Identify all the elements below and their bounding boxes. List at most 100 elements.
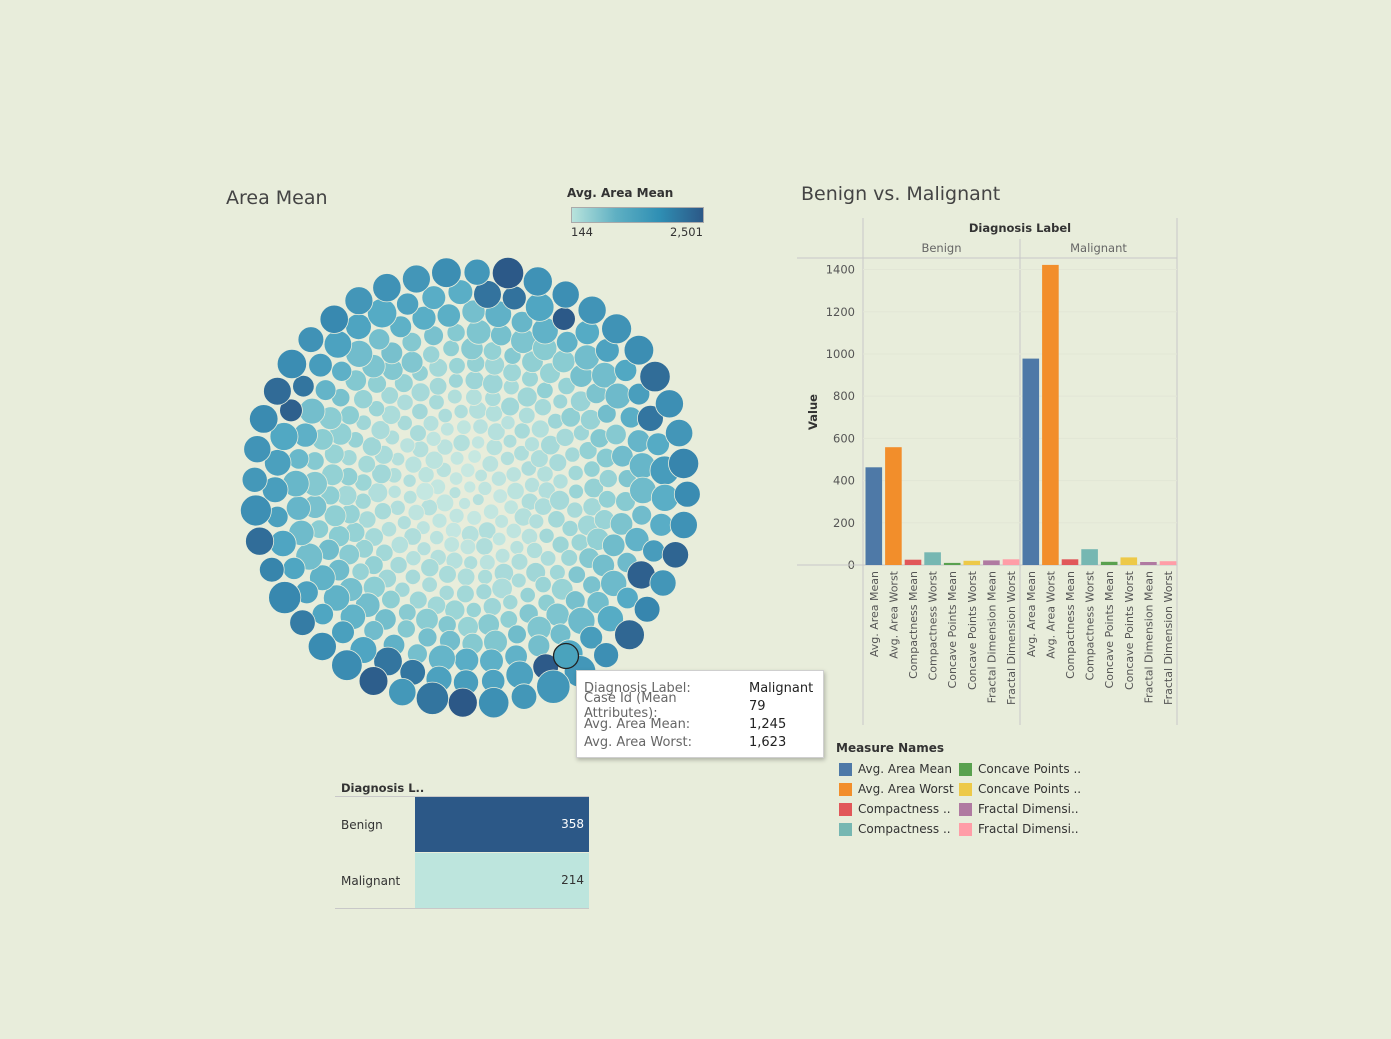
legend-label: Avg. Area Worst	[858, 782, 954, 796]
measure-legend-item[interactable]: Fractal Dimensi..	[959, 819, 1084, 839]
tooltip-row-diagnosis: Diagnosis Label: Malignant	[584, 679, 816, 697]
count-value-benign: 358	[561, 817, 584, 831]
bubble	[456, 419, 472, 435]
bar	[1042, 264, 1059, 565]
tooltip-row-case-id: Case Id (Mean Attributes): 79	[584, 691, 816, 721]
bubble	[673, 480, 701, 508]
bubble	[448, 486, 462, 499]
bubble	[409, 590, 428, 610]
bubble	[437, 408, 453, 424]
bubble	[309, 564, 336, 592]
bubble	[447, 388, 463, 405]
y-tick-label: 600	[833, 431, 855, 445]
measure-legend-item[interactable]: Concave Points ..	[959, 759, 1084, 779]
measure-legend-item[interactable]: Avg. Area Mean	[839, 759, 959, 779]
bubble	[448, 507, 465, 524]
bar-chart-title: Benign vs. Malignant	[801, 183, 1001, 205]
bubble	[530, 449, 549, 468]
bar	[943, 562, 961, 565]
bubble	[307, 631, 337, 661]
facet-header: Diagnosis Label	[969, 221, 1071, 235]
bubble	[308, 352, 333, 378]
bubble	[509, 540, 525, 555]
count-cell-benign[interactable]: 358	[415, 797, 589, 852]
bubble	[596, 605, 624, 633]
bubble	[373, 502, 392, 521]
bubble	[593, 642, 620, 669]
bubble	[626, 429, 651, 453]
bubble	[331, 649, 363, 681]
color-legend-ramp	[571, 207, 704, 223]
bar	[983, 560, 1000, 565]
bubble	[556, 330, 579, 354]
bubble	[428, 377, 448, 396]
tooltip-key: Case Id (Mean Attributes):	[584, 691, 677, 721]
bubble	[442, 339, 460, 358]
color-legend-max: 2,501	[670, 225, 703, 239]
facet-label: Malignant	[1070, 241, 1127, 255]
bubble	[431, 512, 448, 529]
count-cell-malignant[interactable]: 214	[415, 853, 589, 908]
bubble	[387, 484, 402, 499]
measure-legend-item[interactable]: Fractal Dimensi..	[959, 799, 1084, 819]
bubble	[279, 398, 303, 423]
bubble	[452, 433, 471, 452]
bubble	[353, 389, 374, 410]
bubble	[435, 493, 455, 513]
bubble	[402, 490, 418, 505]
bubble	[372, 273, 402, 303]
bubble	[475, 583, 493, 601]
bar	[885, 447, 902, 565]
bubble	[510, 552, 529, 571]
bubble	[528, 513, 545, 530]
measure-legend-item[interactable]: Compactness ..	[839, 819, 959, 839]
bubble	[507, 624, 527, 645]
bubble	[527, 634, 551, 658]
bubble	[403, 527, 422, 546]
bubble	[264, 449, 292, 477]
bubble	[357, 454, 376, 474]
legend-label: Concave Points ..	[978, 762, 1082, 776]
bubble	[456, 567, 476, 587]
bubble	[389, 315, 413, 339]
y-tick-label: 800	[833, 389, 855, 403]
measure-legend-item[interactable]: Compactness ..	[839, 799, 959, 819]
bubble	[534, 575, 552, 594]
bubble	[338, 543, 360, 566]
bubble	[447, 687, 478, 718]
bubble	[276, 348, 308, 380]
x-tick-label: Fractal Dimension Worst	[1162, 570, 1175, 705]
bubble	[458, 497, 472, 510]
bubble-chart[interactable]	[215, 225, 725, 750]
bar	[1081, 549, 1098, 565]
bubble	[241, 466, 268, 493]
bubble	[249, 404, 279, 434]
bubble	[583, 460, 601, 478]
bubble	[536, 669, 571, 704]
bubble	[526, 541, 544, 559]
bubble	[345, 313, 372, 340]
bubble	[467, 449, 482, 464]
bubble	[549, 489, 571, 511]
bubble	[368, 328, 391, 351]
bubble	[522, 266, 553, 297]
tooltip-value: Malignant	[749, 680, 814, 696]
bubble-chart-title: Area Mean	[226, 187, 328, 209]
measure-legend-item[interactable]: Concave Points ..	[959, 779, 1084, 799]
bubble	[475, 537, 494, 556]
legend-swatch	[839, 782, 852, 796]
bubble	[381, 589, 401, 610]
bubble	[549, 564, 566, 581]
bubble	[642, 539, 666, 563]
bar-chart[interactable]: Diagnosis Label0200400600800100012001400…	[795, 215, 1185, 730]
bubble	[428, 393, 445, 411]
bubble	[323, 330, 353, 359]
measure-legend-item[interactable]: Avg. Area Worst	[839, 779, 959, 799]
bubble	[506, 481, 525, 501]
bubble	[453, 403, 469, 419]
bubble	[551, 280, 580, 309]
color-legend-min: 144	[571, 225, 593, 239]
bubble-group	[240, 256, 701, 719]
bubble	[547, 510, 566, 529]
bar	[1120, 557, 1138, 565]
